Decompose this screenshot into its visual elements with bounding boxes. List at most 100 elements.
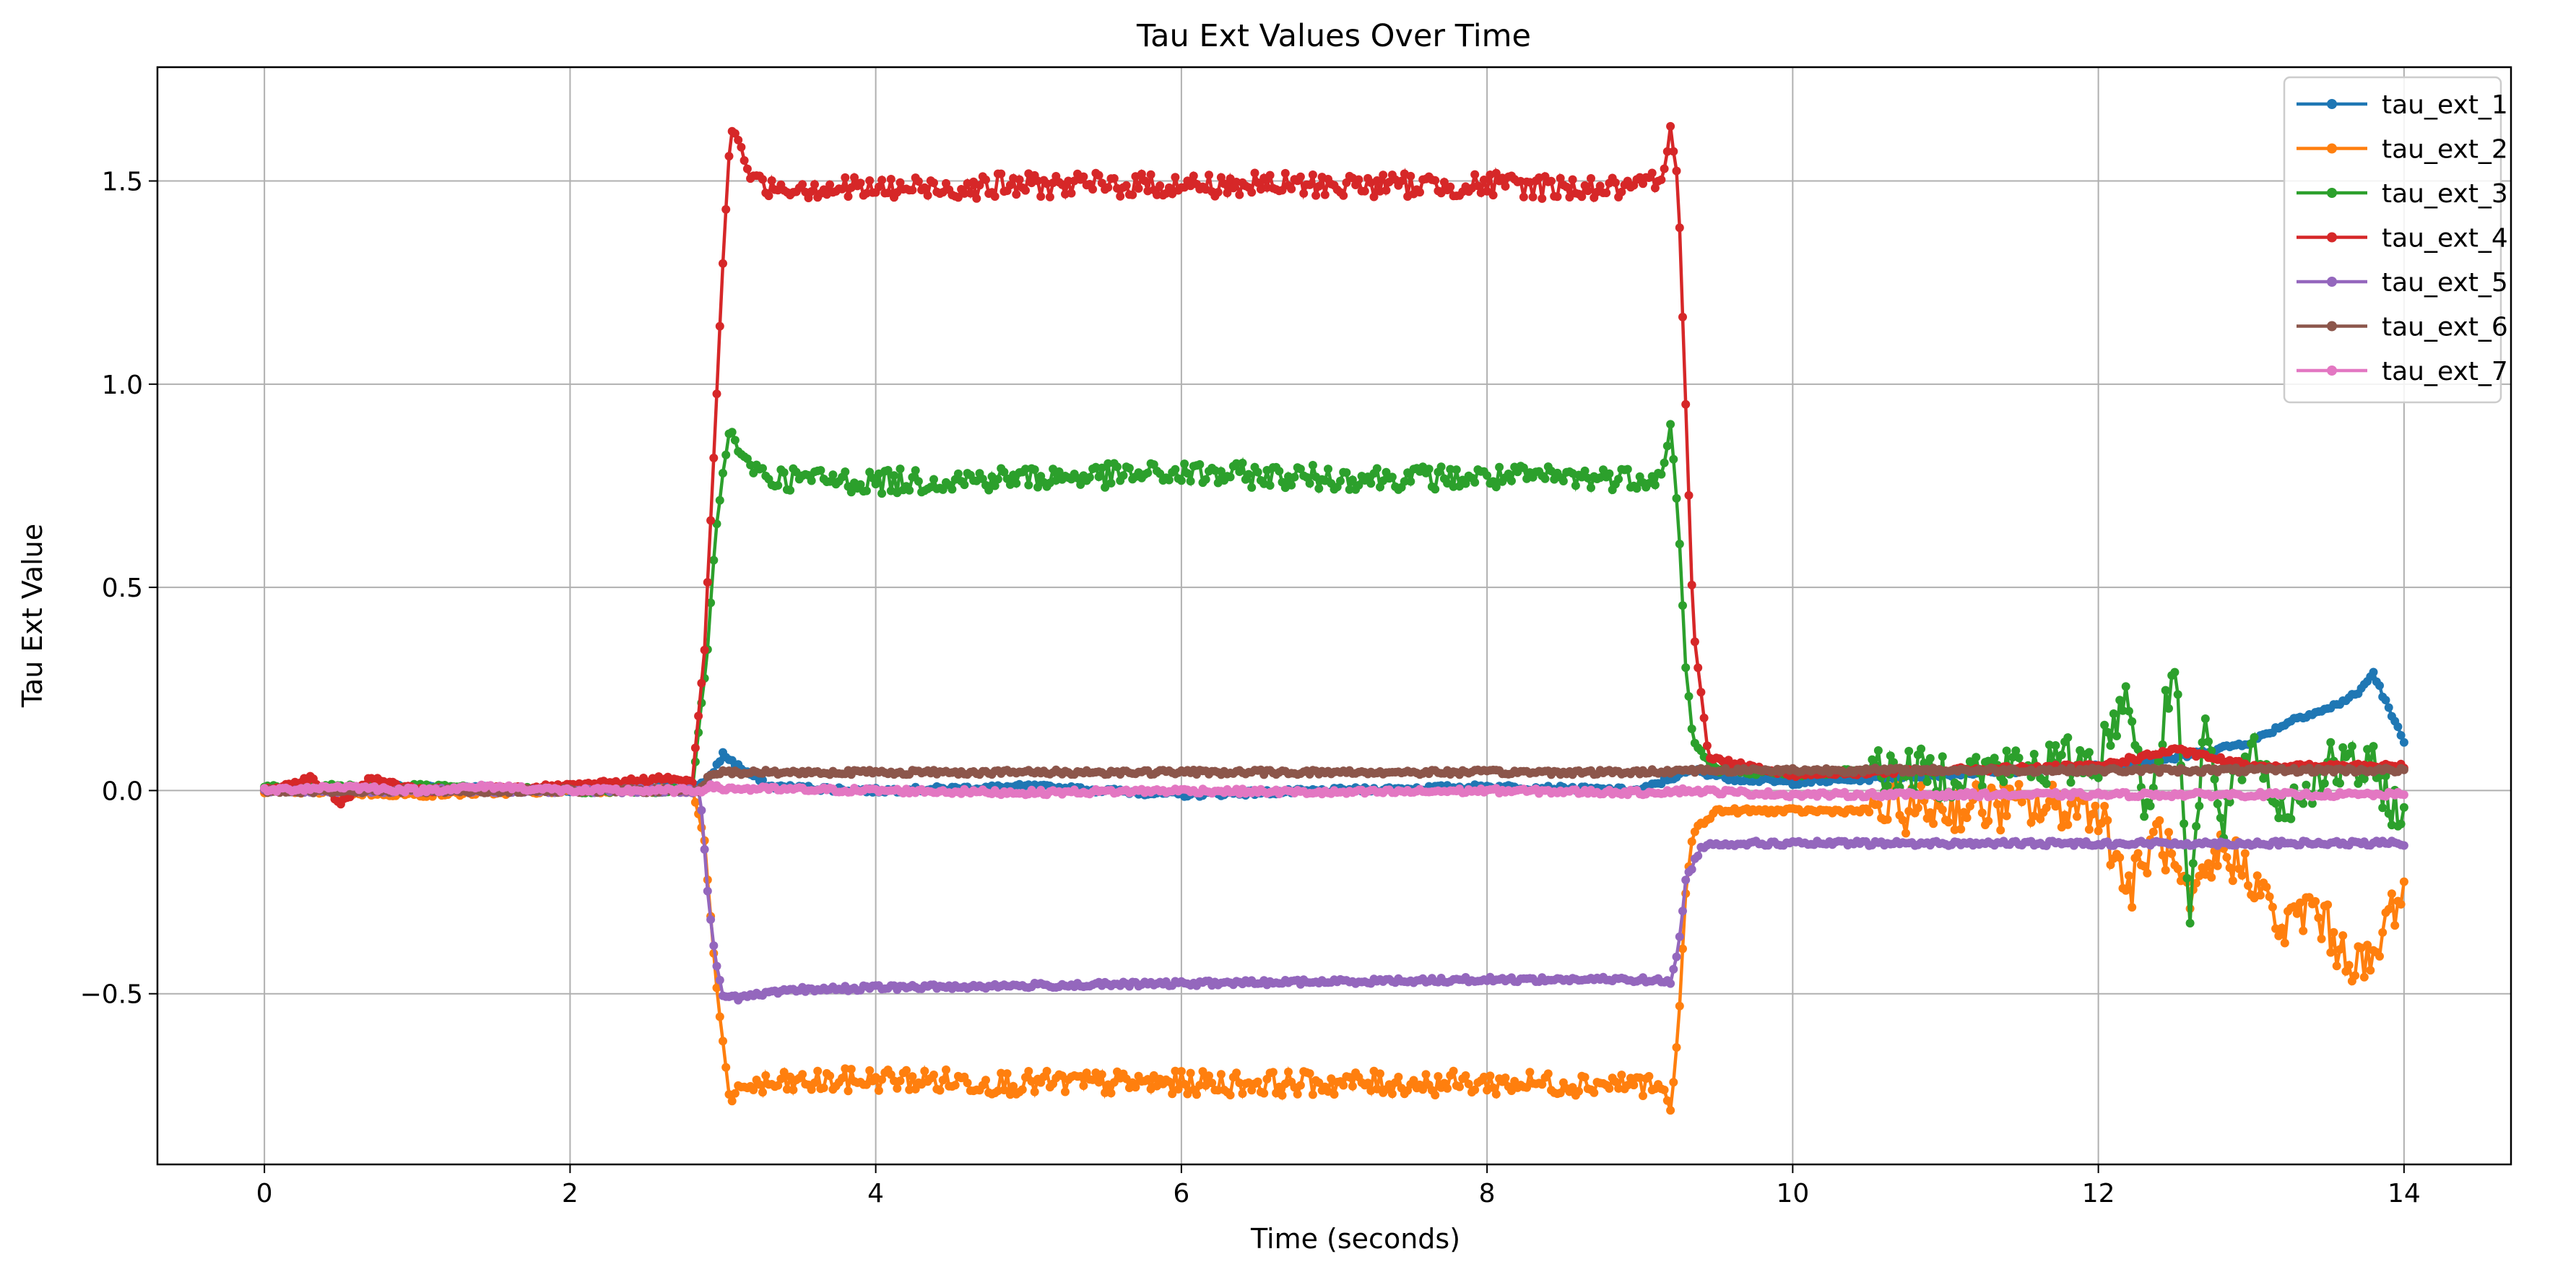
data-point	[734, 135, 743, 144]
data-point	[2188, 859, 2198, 868]
data-point	[1345, 485, 1354, 494]
data-point	[981, 175, 990, 184]
data-point	[697, 805, 706, 815]
data-point	[1079, 1081, 1088, 1090]
data-point	[908, 472, 917, 482]
x-tick-label: 10	[1776, 1179, 1809, 1208]
data-point	[715, 321, 724, 331]
data-point	[1409, 1076, 1418, 1085]
data-point	[2354, 779, 2363, 788]
data-point	[2094, 773, 2103, 782]
data-point	[1495, 462, 1504, 472]
data-point	[1342, 178, 1351, 187]
data-point	[846, 1065, 856, 1074]
data-point	[1109, 174, 1119, 183]
data-point	[727, 1097, 737, 1106]
data-point	[2299, 926, 2308, 935]
data-point	[1687, 725, 1696, 733]
data-point	[2311, 896, 2320, 906]
data-point	[1235, 190, 1244, 199]
data-point	[2234, 864, 2244, 873]
data-point	[1595, 181, 1605, 191]
data-point	[798, 1070, 807, 1079]
data-point	[2255, 891, 2265, 900]
data-point	[1623, 464, 1632, 474]
data-point	[2060, 810, 2070, 820]
data-point	[981, 1076, 990, 1085]
data-point	[1164, 1077, 1174, 1086]
data-point	[886, 175, 895, 183]
data-point	[789, 1085, 798, 1094]
data-point	[730, 436, 740, 445]
data-point	[2161, 865, 2170, 875]
data-point	[2240, 849, 2250, 858]
data-point	[2344, 961, 2354, 970]
data-point	[1339, 1081, 1348, 1090]
data-point	[1253, 178, 1262, 187]
data-point	[1360, 186, 1369, 196]
data-point	[1275, 467, 1284, 476]
data-point	[1662, 1096, 1672, 1105]
data-point	[877, 489, 887, 498]
data-point	[1660, 164, 1669, 173]
data-point	[1538, 1080, 1547, 1089]
data-point	[1354, 175, 1363, 184]
data-point	[2103, 727, 2112, 737]
data-point	[1965, 802, 1974, 810]
data-point	[1164, 475, 1174, 485]
data-point	[1106, 478, 1116, 488]
data-point	[694, 712, 703, 721]
data-point	[1605, 1084, 1614, 1093]
data-point	[1339, 191, 1348, 200]
data-point	[865, 1066, 875, 1075]
data-point	[2399, 803, 2408, 812]
data-point	[2225, 863, 2234, 873]
data-point	[1012, 190, 1021, 199]
data-point	[1587, 174, 1595, 183]
x-tick-label: 0	[256, 1179, 273, 1208]
data-point	[1342, 468, 1351, 477]
data-point	[2317, 934, 2326, 943]
x-tick-label: 2	[562, 1179, 578, 1208]
data-point	[1669, 454, 1678, 464]
data-point	[874, 182, 883, 191]
data-point	[1650, 480, 1660, 490]
data-point	[890, 471, 898, 480]
data-point	[690, 797, 700, 807]
data-point	[1669, 964, 1678, 974]
data-point	[844, 192, 853, 201]
y-tick-label: 0.5	[102, 574, 143, 603]
data-point	[1287, 480, 1296, 490]
data-point	[856, 480, 865, 489]
data-point	[1687, 865, 1696, 874]
data-point	[2036, 814, 2045, 823]
data-point	[1684, 692, 1694, 701]
data-point	[758, 1088, 767, 1097]
data-point	[1525, 1068, 1535, 1077]
data-point	[2265, 892, 2274, 901]
data-point	[2286, 814, 2296, 823]
data-point	[2158, 740, 2167, 749]
data-point	[1504, 470, 1513, 478]
data-point	[1369, 192, 1379, 202]
data-point	[2296, 898, 2304, 907]
data-point	[1253, 467, 1262, 477]
data-point	[874, 1086, 883, 1095]
data-point	[1094, 170, 1103, 180]
data-point	[1464, 1079, 1473, 1089]
data-point	[2396, 819, 2406, 829]
data-point	[1030, 1087, 1039, 1097]
data-point	[2387, 889, 2396, 899]
data-point	[2393, 722, 2403, 732]
data-point	[2213, 861, 2222, 870]
data-point	[1415, 188, 1424, 197]
data-point	[2271, 799, 2281, 808]
data-point	[1443, 1084, 1452, 1093]
data-point	[2042, 803, 2051, 813]
legend-label: tau_ext_7	[2382, 357, 2508, 386]
data-point	[1669, 147, 1678, 156]
data-point	[1418, 1085, 1428, 1094]
data-point	[975, 181, 984, 190]
data-point	[773, 481, 783, 490]
data-point	[1553, 192, 1562, 202]
